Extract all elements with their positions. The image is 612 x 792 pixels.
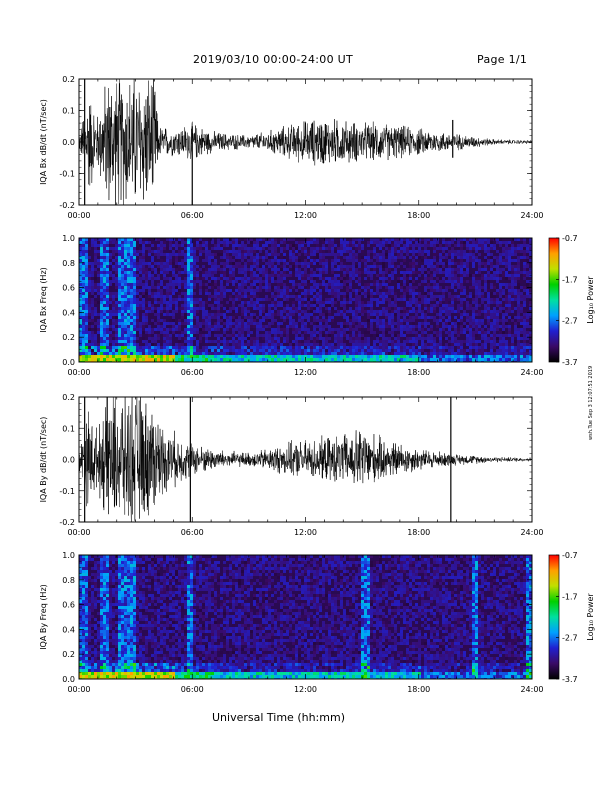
x-tick-label: 24:00 bbox=[520, 368, 543, 377]
bx-spectrogram-image bbox=[79, 238, 532, 362]
page-label: Page 1/1 bbox=[477, 53, 528, 66]
y-tick-label: 0.1 bbox=[62, 424, 75, 433]
y-tick-label: -0.1 bbox=[59, 170, 75, 179]
by-dbdt-trace bbox=[79, 397, 532, 522]
side-timestamp: wsh.Tue Sep 3 12:07:51 2019 bbox=[588, 365, 594, 440]
y-axis-title: IQA Bx Freq (Hz) bbox=[39, 267, 48, 333]
x-tick-label: 24:00 bbox=[520, 528, 543, 537]
y-tick-label: 0.6 bbox=[62, 284, 75, 293]
x-tick-label: 00:00 bbox=[67, 528, 90, 537]
y-tick-label: 0.2 bbox=[62, 75, 75, 84]
x-tick-label: 00:00 bbox=[67, 211, 90, 220]
colorbar bbox=[548, 237, 560, 363]
y-tick-label: 0.6 bbox=[62, 601, 75, 610]
y-tick-label: 0.2 bbox=[62, 393, 75, 402]
y-tick-label: 0.4 bbox=[62, 625, 75, 634]
y-tick-label: -0.2 bbox=[59, 518, 75, 527]
bx-dbdt-trace bbox=[79, 79, 532, 205]
x-tick-label: 18:00 bbox=[407, 528, 430, 537]
colorbar-title: Log₁₀ Power bbox=[586, 276, 595, 324]
x-tick-label: 18:00 bbox=[407, 211, 430, 220]
colorbar bbox=[548, 554, 560, 680]
colorbar-tick-label: -1.7 bbox=[562, 592, 578, 601]
x-axis-title: Universal Time (hh:mm) bbox=[212, 711, 345, 724]
x-tick-label: 12:00 bbox=[294, 368, 317, 377]
x-tick-label: 06:00 bbox=[181, 211, 204, 220]
y-tick-label: -0.1 bbox=[59, 487, 75, 496]
y-axis-title: IQA Bx dB/dt (nT/sec) bbox=[39, 99, 48, 185]
x-tick-label: 18:00 bbox=[407, 368, 430, 377]
y-tick-label: 1.0 bbox=[62, 551, 75, 560]
colorbar-tick-label: -3.7 bbox=[562, 675, 578, 684]
y-axis-title: IQA By dB/dt (nT/sec) bbox=[39, 417, 48, 503]
bx-dbdt-panel: 00:00 06:00 12:00 18:00 24:00 0.2 0.1 0.0 -0.1 -0… bbox=[39, 75, 544, 220]
x-tick-label: 06:00 bbox=[181, 528, 204, 537]
y-tick-label: 0.4 bbox=[62, 308, 75, 317]
y-tick-label: 0.0 bbox=[62, 456, 75, 465]
y-tick-label: 0.2 bbox=[62, 650, 75, 659]
y-tick-label: 0.8 bbox=[62, 576, 75, 585]
figure-title: 2019/03/10 00:00-24:00 UT bbox=[193, 53, 354, 66]
colorbar-tick-label: -1.7 bbox=[562, 275, 578, 284]
colorbar-tick-label: -0.7 bbox=[562, 551, 578, 560]
x-tick-label: 00:00 bbox=[67, 685, 90, 694]
x-tick-label: 18:00 bbox=[407, 685, 430, 694]
y-tick-label: 1.0 bbox=[62, 234, 75, 243]
y-tick-label: 0.2 bbox=[62, 333, 75, 342]
y-tick-label: 0.1 bbox=[62, 107, 75, 116]
x-tick-label: 12:00 bbox=[294, 528, 317, 537]
y-tick-label: 0.0 bbox=[62, 358, 75, 367]
by-spectrogram-panel: 00:00 06:00 12:00 18:00 24:00 1.0 0.8 0.6 0.4 0.2… bbox=[39, 551, 595, 694]
bx-spectrogram-panel: 00:00 06:00 12:00 18:00 24:00 1.0 0.8 0.6 0.4 0.2… bbox=[39, 234, 595, 377]
y-axis-title: IQA By Freq (Hz) bbox=[39, 584, 48, 650]
colorbar-tick-label: -2.7 bbox=[562, 317, 578, 326]
y-tick-label: -0.2 bbox=[59, 201, 75, 210]
x-tick-label: 06:00 bbox=[181, 368, 204, 377]
x-tick-label: 12:00 bbox=[294, 685, 317, 694]
colorbar-tick-label: -0.7 bbox=[562, 234, 578, 243]
x-tick-label: 24:00 bbox=[520, 211, 543, 220]
x-tick-label: 12:00 bbox=[294, 211, 317, 220]
y-tick-label: 0.0 bbox=[62, 138, 75, 147]
colorbar-title: Log₁₀ Power bbox=[586, 593, 595, 641]
by-spectrogram-image bbox=[79, 555, 532, 679]
y-tick-label: 0.8 bbox=[62, 259, 75, 268]
x-tick-label: 06:00 bbox=[181, 685, 204, 694]
x-tick-label: 24:00 bbox=[520, 685, 543, 694]
colorbar-tick-label: -3.7 bbox=[562, 358, 578, 367]
x-tick-label: 00:00 bbox=[67, 368, 90, 377]
by-dbdt-panel: 00:00 06:00 12:00 18:00 24:00 0.2 0.1 0.0 -0.1 -0… bbox=[39, 393, 544, 537]
colorbar-tick-label: -2.7 bbox=[562, 634, 578, 643]
y-tick-label: 0.0 bbox=[62, 675, 75, 684]
